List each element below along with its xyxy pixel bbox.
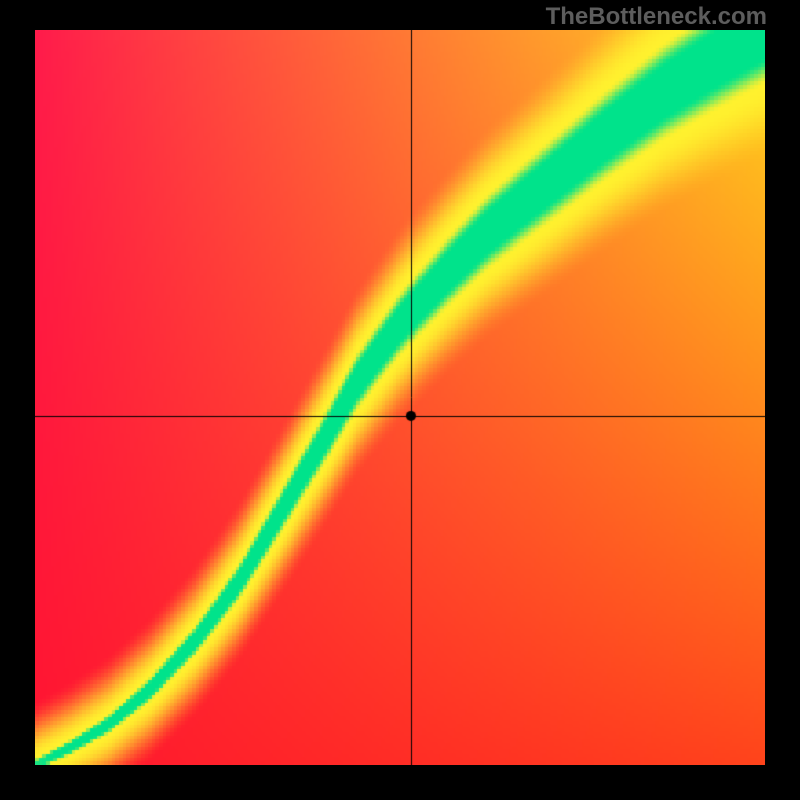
bottleneck-heatmap [35,30,765,765]
chart-container: TheBottleneck.com [0,0,800,800]
watermark-text: TheBottleneck.com [546,3,767,31]
